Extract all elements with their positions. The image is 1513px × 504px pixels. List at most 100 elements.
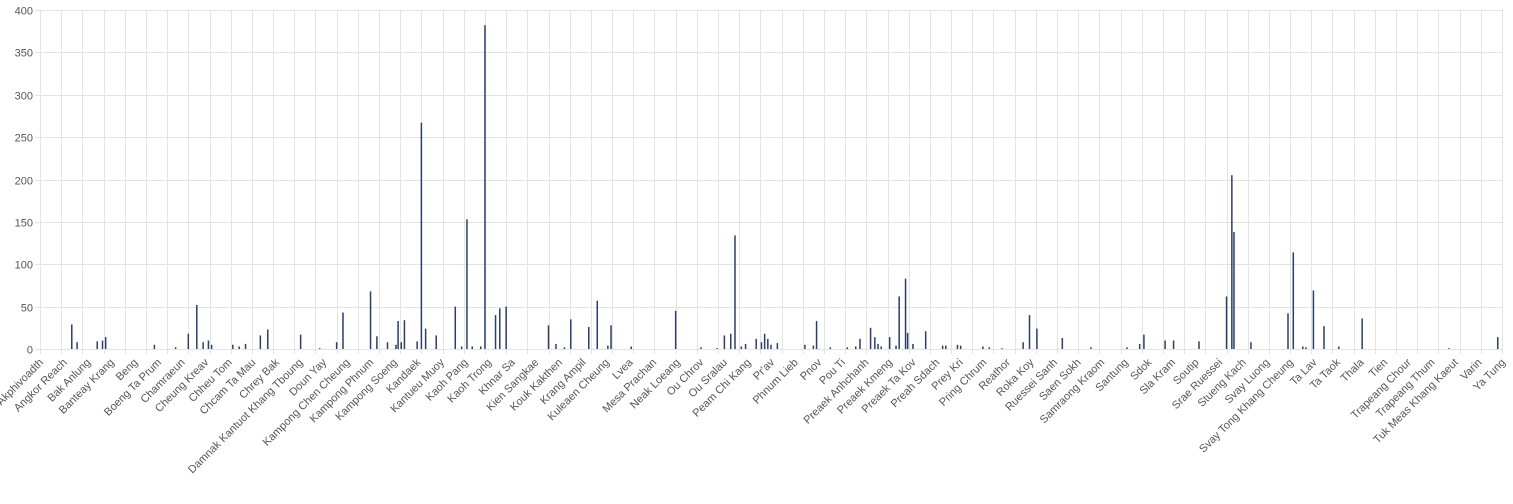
bar [101, 340, 104, 349]
bar [760, 342, 763, 349]
bar [740, 346, 743, 349]
bar [588, 326, 590, 349]
bar [700, 347, 702, 349]
bar [104, 337, 107, 349]
bar [906, 332, 909, 349]
bar [238, 346, 240, 349]
bar [210, 344, 213, 349]
bar [767, 338, 769, 349]
bar [1323, 326, 1325, 349]
bar [1172, 340, 1175, 349]
bar [829, 347, 832, 349]
bar [318, 348, 321, 349]
bar [776, 343, 779, 349]
bar [610, 325, 612, 349]
x-tick-label: Thala [1339, 356, 1368, 385]
bar [499, 308, 501, 349]
bar [763, 333, 766, 349]
bar [76, 342, 78, 349]
bar [153, 344, 156, 349]
bar [734, 235, 736, 349]
bar [812, 345, 815, 349]
bar [570, 319, 572, 349]
bar [1198, 341, 1200, 349]
bar [454, 306, 457, 350]
bar [96, 341, 98, 349]
bar [988, 347, 990, 349]
horizontal-gridlines [40, 10, 1502, 350]
bar [259, 335, 262, 349]
bar [299, 334, 302, 349]
bar [912, 343, 914, 349]
bar [674, 310, 677, 349]
bar [716, 348, 718, 349]
bar [1036, 328, 1038, 349]
bar [207, 340, 210, 349]
bar [877, 343, 879, 349]
bar [770, 344, 772, 349]
bar [1138, 343, 1141, 349]
bar [956, 344, 959, 349]
bar [869, 327, 872, 349]
bar [494, 315, 497, 349]
bar [403, 320, 406, 349]
bar [1302, 346, 1304, 349]
bar [196, 304, 198, 349]
bars [71, 25, 1499, 350]
bar [859, 338, 861, 349]
bar [1338, 346, 1340, 349]
bar [1061, 337, 1064, 349]
bar [460, 346, 463, 349]
y-tick-label: 0 [27, 345, 33, 357]
bar [400, 342, 403, 349]
bar [187, 333, 190, 349]
bar [815, 321, 818, 349]
bar [846, 347, 849, 349]
bar [1497, 337, 1499, 349]
bar [804, 344, 806, 349]
bar [1164, 340, 1166, 349]
bar [174, 347, 177, 349]
bar [479, 346, 482, 349]
bar [1022, 342, 1024, 349]
bar [505, 306, 507, 350]
bar [1250, 342, 1252, 349]
bar [723, 335, 726, 349]
bar [945, 345, 947, 349]
bar [1312, 290, 1315, 349]
bar [386, 342, 389, 349]
bar [267, 329, 269, 349]
bar [982, 346, 984, 349]
bar [1287, 313, 1289, 349]
bar [1028, 315, 1031, 349]
bar [471, 346, 473, 349]
bar [630, 346, 632, 349]
y-tick-label: 50 [21, 303, 33, 315]
bar [755, 338, 757, 349]
y-tick-label: 300 [15, 91, 33, 103]
bar [855, 346, 857, 349]
bar [376, 336, 378, 349]
bar [420, 122, 423, 349]
bar [342, 312, 344, 349]
bar [744, 343, 747, 349]
bar [880, 346, 882, 349]
bar [895, 345, 897, 349]
bar [1225, 296, 1228, 349]
bar [547, 325, 550, 349]
bar [424, 328, 427, 349]
y-axis: 0 50 100 150 200 250 300 350 400 [15, 6, 40, 357]
bar [729, 333, 732, 349]
bar [563, 347, 566, 349]
y-tick-label: 200 [15, 176, 33, 188]
bar [898, 296, 900, 349]
bar [924, 331, 927, 349]
bar [484, 25, 486, 349]
bar [1231, 175, 1233, 349]
y-tick-label: 350 [15, 48, 33, 60]
bar [1292, 252, 1295, 349]
bar [607, 345, 609, 349]
bar [1361, 318, 1363, 349]
